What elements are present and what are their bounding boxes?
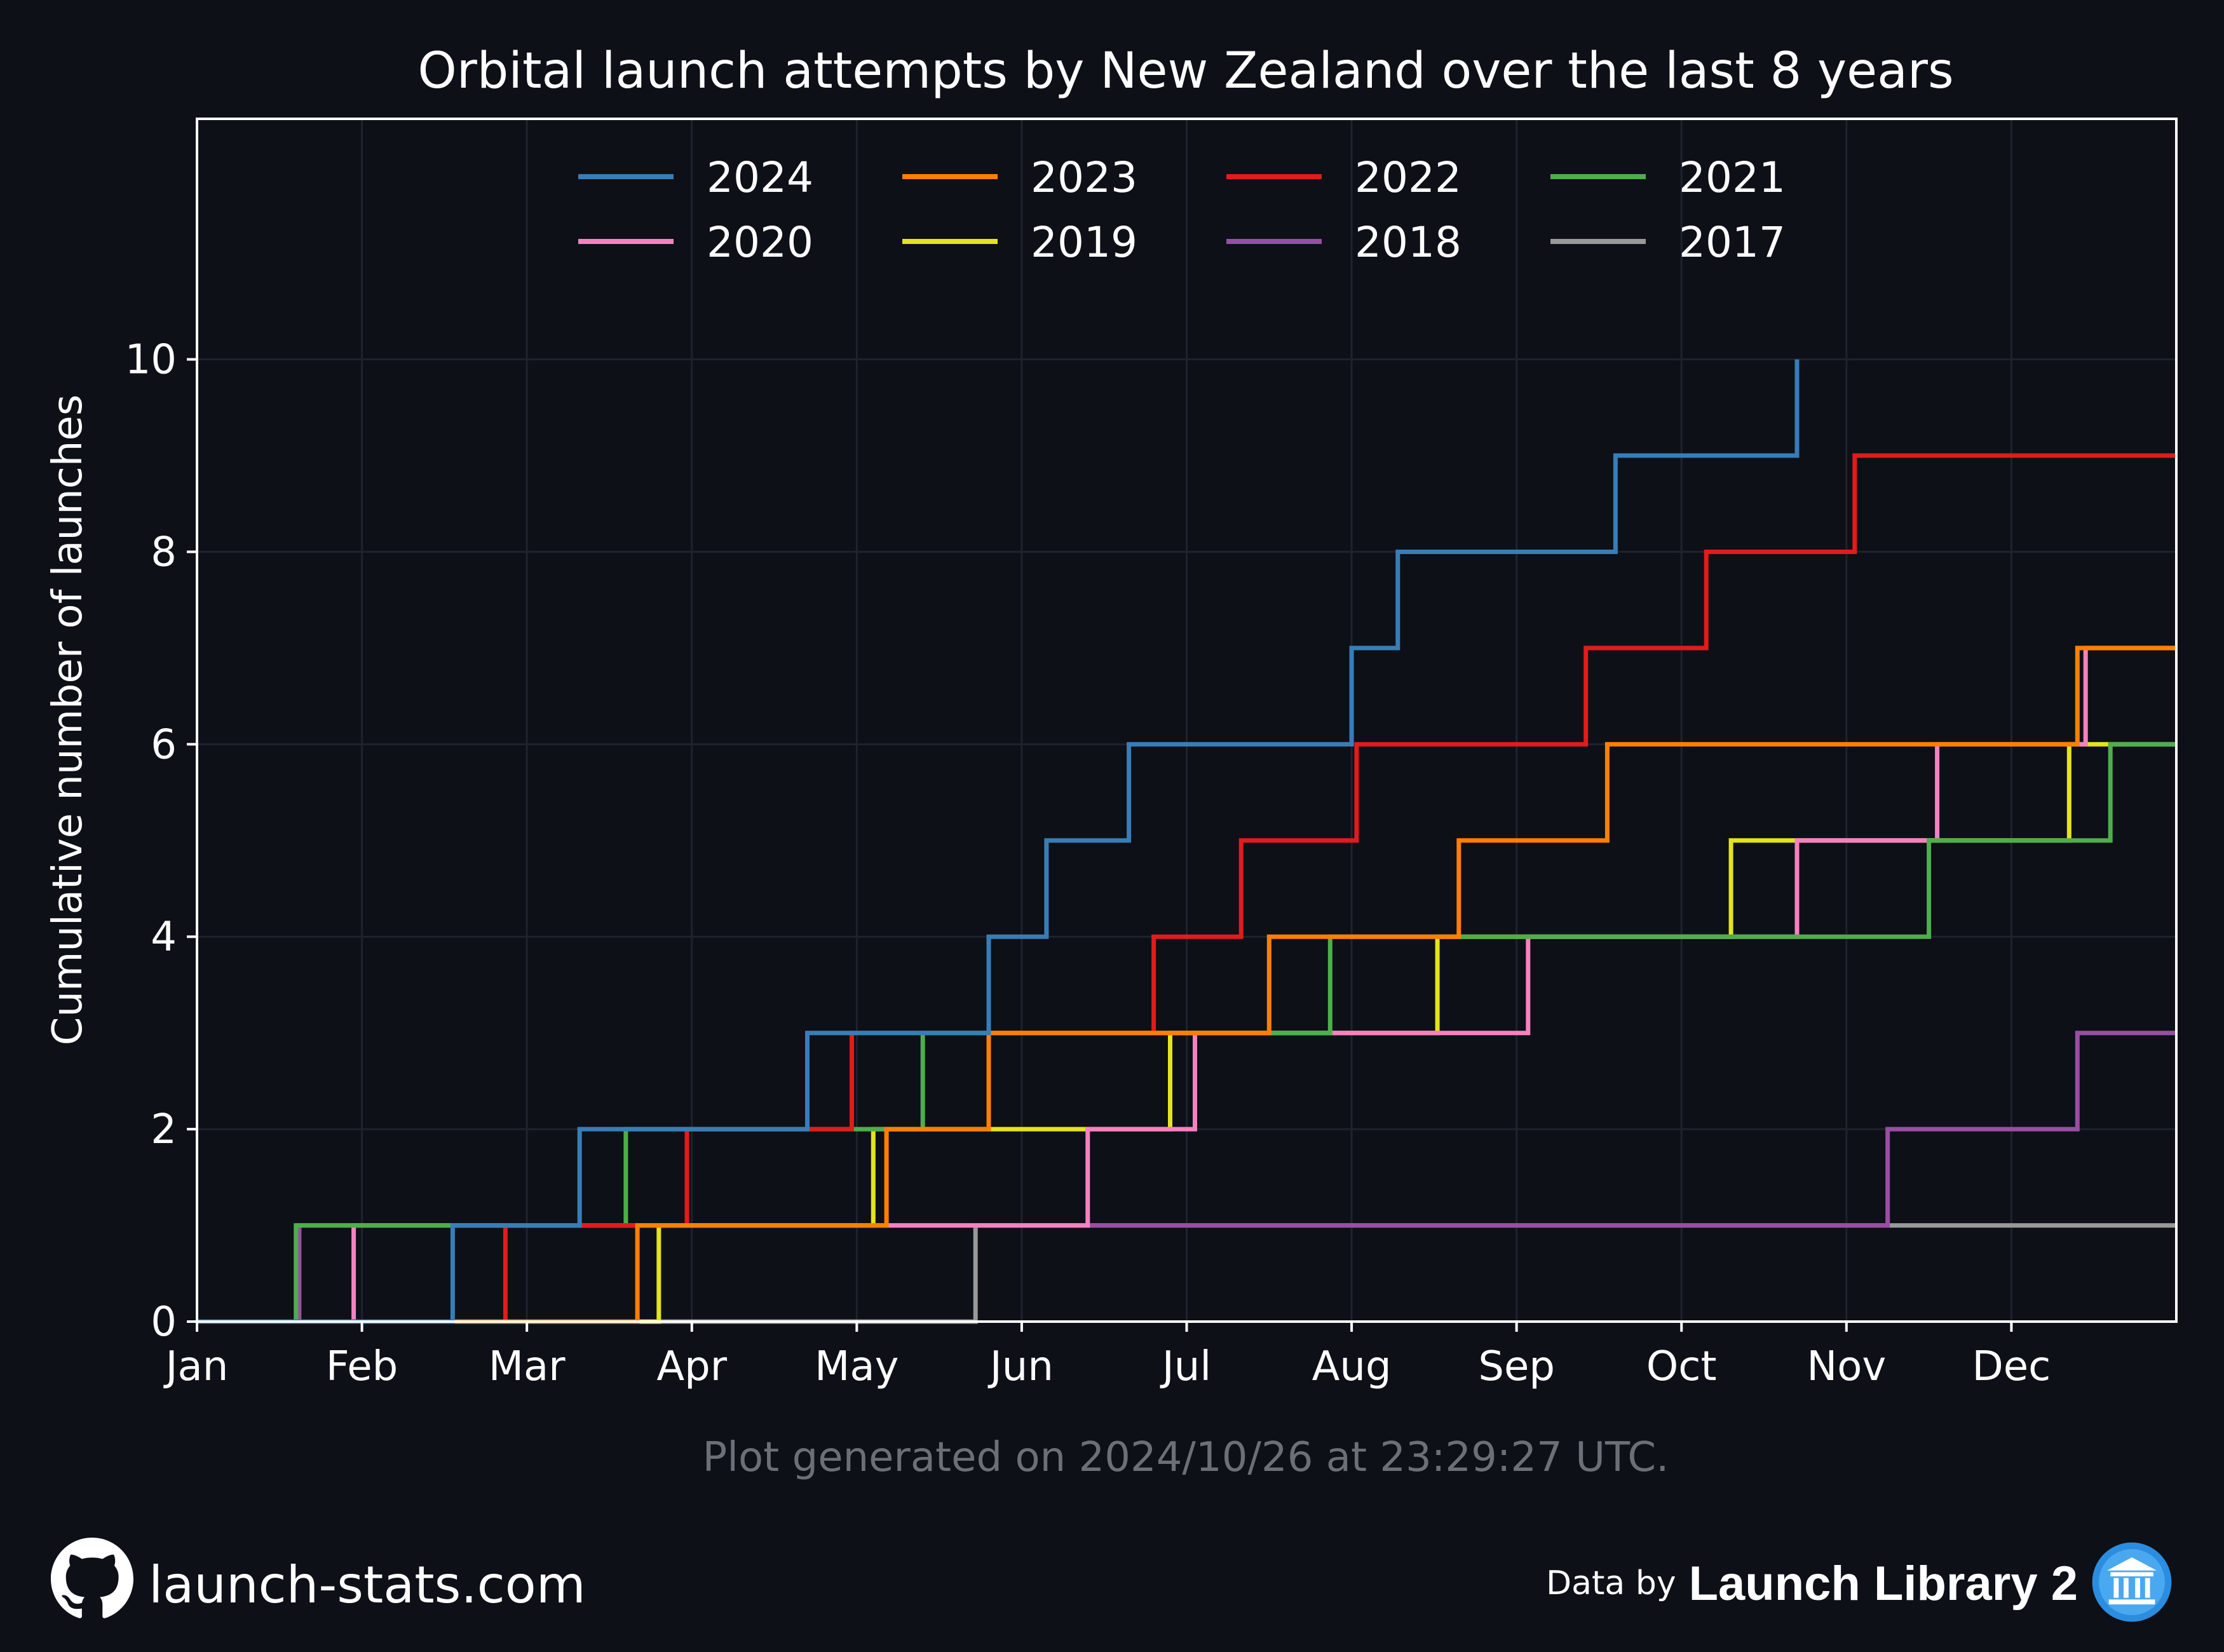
library-icon (2091, 1541, 2173, 1626)
y-tick-label: 4 (151, 914, 177, 961)
plot-generated-note: Plot generated on 2024/10/26 at 23:29:27… (703, 1434, 1669, 1481)
legend-label-2020: 2020 (707, 218, 813, 267)
x-tick-label: Apr (656, 1343, 727, 1390)
legend-label-2021: 2021 (1679, 153, 1786, 202)
github-icon (51, 1538, 133, 1632)
chart: Orbital launch attempts by New Zealand o… (44, 43, 2178, 1481)
y-axis: 0 2 4 6 8 10 (125, 337, 197, 1346)
y-tick-label: 8 (151, 529, 177, 576)
x-tick-label: Sep (1478, 1343, 1555, 1390)
credit-name: Launch Library 2 (1688, 1556, 2078, 1611)
chart-title: Orbital launch attempts by New Zealand o… (417, 43, 1953, 100)
y-tick-label: 2 (151, 1106, 177, 1153)
x-tick-label: Oct (1646, 1343, 1717, 1390)
x-axis: Jan Feb Mar Apr May Jun Jul Aug Sep Oct Nov Dec (163, 1322, 2051, 1390)
series-line-2018 (197, 1031, 2176, 1324)
x-tick-label: Nov (1807, 1343, 1886, 1390)
x-tick-label: Aug (1312, 1343, 1392, 1390)
legend-label-2017: 2017 (1679, 218, 1786, 267)
legend-label-2018: 2018 (1355, 218, 1461, 267)
series-line-2022 (197, 453, 2176, 1324)
x-tick-label: Jun (987, 1343, 1054, 1390)
x-tick-label: Jul (1160, 1343, 1211, 1390)
legend-label-2024: 2024 (707, 153, 813, 202)
site-name: launch-stats.com (149, 1555, 586, 1615)
x-tick-label: May (815, 1343, 898, 1390)
x-tick-label: Mar (489, 1343, 566, 1390)
legend-label-2022: 2022 (1355, 153, 1461, 202)
y-tick-label: 6 (151, 721, 177, 768)
legend: 2024 2023 2022 2021 2020 2019 2018 2017 (578, 153, 1786, 267)
y-tick-label: 0 (151, 1299, 177, 1346)
y-axis-label: Cumulative number of launches (44, 395, 92, 1045)
y-tick-label: 10 (125, 337, 177, 384)
credit-prefix: Data by (1546, 1564, 1676, 1602)
footer-site: launch-stats.com (51, 1538, 586, 1632)
x-tick-label: Feb (326, 1343, 398, 1390)
x-tick-label: Jan (163, 1343, 229, 1390)
series-line-2024 (197, 359, 1800, 1324)
legend-label-2019: 2019 (1031, 218, 1137, 267)
legend-label-2023: 2023 (1031, 153, 1137, 202)
grid (196, 119, 2176, 1323)
x-tick-label: Dec (1972, 1343, 2051, 1390)
footer-credit: Data by Launch Library 2 (1546, 1541, 2173, 1626)
series-line-2023 (197, 646, 2176, 1324)
